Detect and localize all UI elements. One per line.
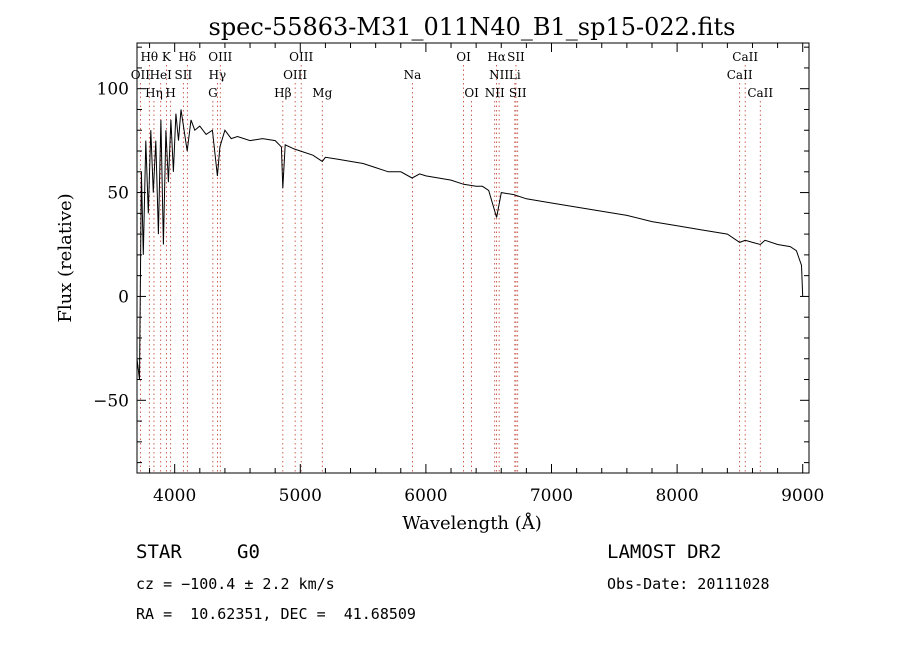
x-axis-label: Wavelength (Å) (402, 512, 542, 534)
x-tick-label-0: 4000 (153, 486, 196, 506)
line-label-2: Hη (145, 86, 163, 100)
line-label-10: G (208, 86, 218, 100)
x-tick-label-5: 9000 (781, 486, 824, 506)
line-label-25: CaII (727, 68, 753, 82)
observation-date: Obs-Date: 20111028 (607, 575, 770, 593)
line-label-8: OIII (208, 50, 232, 64)
line-label-5: H (165, 86, 175, 100)
line-label-17: OI (464, 86, 479, 100)
line-label-13: OIII (283, 68, 307, 82)
y-tick-label-1: 0 (118, 287, 129, 307)
line-label-3: K (162, 50, 172, 64)
line-label-9: Hγ (209, 68, 227, 82)
line-label-23: SII (509, 86, 527, 100)
line-label-7: Hδ (179, 50, 197, 64)
line-label-22: NII (485, 86, 505, 100)
emission-line-labels: Hθ OII Hη K HeI H SII Hδ OIII Hγ G Hβ OIII OIII Mg Na OI… (131, 50, 774, 100)
line-label-18: Hα (487, 50, 506, 64)
line-label-1: OII (131, 68, 151, 82)
line-label-4: HeI (150, 68, 173, 82)
line-label-14: Mg (312, 86, 332, 100)
object-subclass: G0 (237, 541, 260, 563)
y-tick-label-0: −50 (93, 391, 129, 411)
line-label-21: Li (509, 68, 521, 82)
line-label-11: Hβ (274, 86, 291, 100)
y-tick-label-2: 50 (107, 184, 129, 204)
survey-name: LAMOST DR2 (607, 541, 722, 563)
plot-frame (136, 42, 810, 474)
line-label-20: NII (489, 68, 509, 82)
y-axis-label: Flux (relative) (55, 193, 76, 322)
line-label-0: Hθ (140, 50, 158, 64)
line-label-24: CaII (732, 50, 758, 64)
object-class: STAR (136, 541, 182, 563)
chart-title: spec-55863-M31_011N40_B1_sp15-022.fits (209, 13, 736, 41)
x-tick-label-4: 8000 (655, 486, 698, 506)
sky-coordinates: RA = 10.62351, DEC = 41.68509 (136, 605, 416, 623)
x-tick-label-1: 5000 (279, 486, 322, 506)
line-label-26: CaII (747, 86, 773, 100)
redshift-velocity: cz = −100.4 ± 2.2 km/s (136, 575, 335, 593)
line-label-12: OIII (289, 50, 313, 64)
line-label-6: SII (174, 68, 192, 82)
y-tick-label-3: 100 (97, 80, 129, 100)
emission-line-markers (139, 65, 761, 473)
spectrum-chart: spec-55863-M31_011N40_B1_sp15-022.fits H… (55, 13, 824, 534)
line-label-19: SII (507, 50, 525, 64)
line-label-15: Na (404, 68, 422, 82)
x-tick-label-2: 6000 (404, 486, 447, 506)
y-axis: −50 0 50 100 (93, 46, 809, 464)
line-label-16: OI (456, 50, 471, 64)
x-tick-label-3: 7000 (530, 486, 573, 506)
x-axis: 4000 5000 6000 7000 8000 9000 (149, 43, 824, 506)
spectrum-line (136, 109, 804, 380)
